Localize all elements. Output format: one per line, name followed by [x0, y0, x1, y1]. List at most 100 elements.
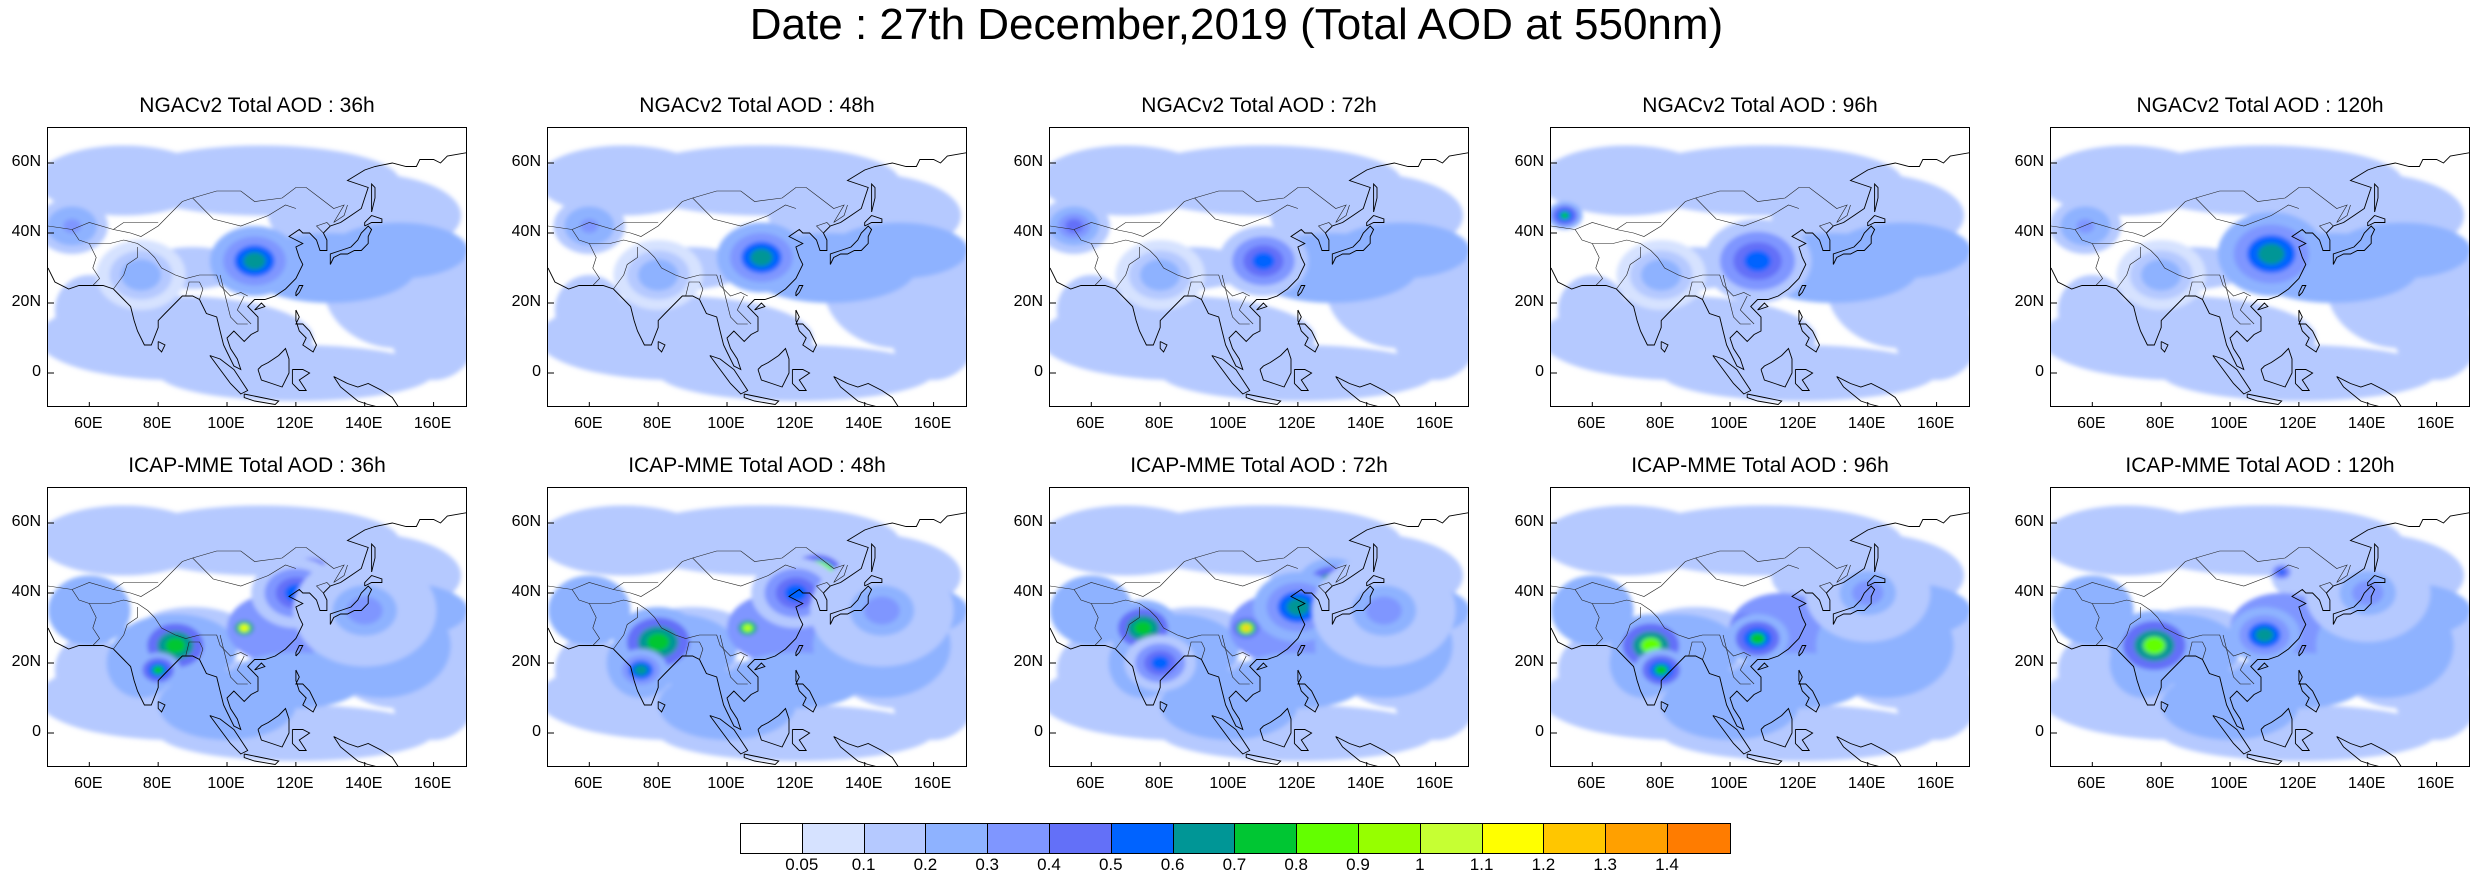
colorbar-label: 0.9 — [1346, 855, 1370, 874]
country-borders — [548, 187, 848, 325]
x-tick-label: 80E — [142, 415, 172, 432]
y-tick-label: 0 — [2035, 723, 2044, 740]
aod-background — [1050, 505, 1212, 576]
aod-background — [2051, 145, 2213, 216]
x-tick-label: 120E — [276, 775, 314, 792]
colorbar-swatch — [1667, 824, 1730, 853]
aod-background — [1557, 635, 1627, 705]
colorbar-label: 0.6 — [1160, 855, 1185, 874]
y-tick-label: 40N — [2014, 223, 2044, 240]
aod-hotspot — [1852, 580, 1884, 606]
colorbar-swatch — [1049, 824, 1112, 853]
aod-background — [2057, 275, 2127, 345]
x-tick-label: 60E — [74, 775, 103, 792]
y-tick-label: 40N — [1013, 223, 1043, 240]
colorbar-swatch — [864, 824, 927, 853]
x-tick-label: 100E — [2210, 415, 2248, 432]
x-tick-label: 120E — [776, 415, 814, 432]
x-tick-label: 140E — [1347, 415, 1385, 432]
aod-background — [2395, 296, 2469, 380]
x-tick-label: 140E — [1848, 415, 1886, 432]
y-tick-label: 20N — [2014, 293, 2044, 310]
y-tick-label: 60N — [11, 513, 41, 530]
panel-title: NGACv2 Total AOD : 96h — [1642, 94, 1878, 117]
y-tick-label: 0 — [1034, 723, 1043, 740]
panel-title: ICAP-MME Total AOD : 48h — [628, 454, 886, 477]
aod-background — [1833, 222, 1969, 279]
y-tick-label: 40N — [11, 223, 41, 240]
panel-title: ICAP-MME Total AOD : 96h — [1631, 454, 1889, 477]
x-tick-label: 120E — [2279, 775, 2317, 792]
aod-background — [1557, 275, 1627, 345]
map-panel — [1049, 487, 1469, 767]
aod-background — [330, 222, 466, 279]
y-tick-label: 20N — [1013, 293, 1043, 310]
colorbar-swatch — [1297, 824, 1359, 853]
aod-background — [554, 635, 624, 705]
aod-background — [1160, 345, 1436, 401]
colorbar-label: 0.8 — [1284, 855, 1308, 874]
coastline — [1050, 512, 1468, 766]
y-tick-label: 0 — [532, 723, 541, 740]
country-borders — [1050, 187, 1350, 325]
y-tick-label: 40N — [11, 583, 41, 600]
y-tick-label: 60N — [1013, 153, 1043, 170]
x-tick-label: 60E — [2077, 775, 2106, 792]
aod-field-map — [1050, 505, 1468, 766]
aod-hotspot — [2352, 580, 2384, 606]
aod-background — [158, 345, 434, 401]
x-tick-label: 140E — [845, 775, 883, 792]
coastline — [48, 152, 466, 406]
panel-title: NGACv2 Total AOD : 72h — [1141, 94, 1377, 117]
x-tick-label: 160E — [913, 415, 952, 432]
map-panel — [2050, 487, 2470, 767]
coastline — [1050, 152, 1468, 406]
country-borders — [2051, 187, 2351, 325]
colorbar-swatch — [1544, 824, 1607, 853]
aod-background — [1050, 145, 1212, 216]
x-tick-label: 140E — [845, 415, 883, 432]
aod-hotspot — [646, 266, 670, 284]
x-tick-label: 100E — [1710, 775, 1748, 792]
map-panel — [47, 127, 467, 407]
aod-hotspot — [1649, 266, 1673, 284]
x-tick-label: 100E — [207, 775, 245, 792]
aod-field-map — [2051, 505, 2469, 766]
aod-background — [1056, 635, 1126, 705]
aod-hotspot — [1749, 632, 1766, 645]
x-tick-label: 80E — [2145, 775, 2175, 792]
coastline — [548, 512, 966, 766]
colorbar-label: 0.2 — [913, 855, 938, 874]
colorbar-label: 0.4 — [1037, 855, 1061, 874]
aod-hotspot — [744, 625, 752, 631]
map-panel — [1049, 127, 1469, 407]
x-tick-label: 100E — [707, 415, 745, 432]
coastline — [548, 152, 966, 406]
map-panel — [2050, 127, 2470, 407]
x-tick-label: 60E — [1577, 415, 1606, 432]
y-tick-label: 20N — [511, 293, 541, 310]
country-borders — [48, 187, 348, 325]
x-tick-label: 120E — [1278, 415, 1316, 432]
country-borders — [2051, 547, 2351, 685]
map-panel — [1550, 487, 1970, 767]
aod-hotspot — [1148, 266, 1172, 284]
x-tick-label: 80E — [642, 775, 672, 792]
aod-hotspot — [2278, 569, 2286, 575]
aod-background — [48, 145, 210, 216]
x-tick-label: 60E — [1577, 775, 1606, 792]
colorbar-label: 1 — [1415, 855, 1425, 874]
x-tick-label: 120E — [1278, 775, 1316, 792]
x-tick-label: 80E — [1645, 415, 1675, 432]
x-tick-label: 100E — [1209, 775, 1247, 792]
y-tick-label: 20N — [1514, 653, 1544, 670]
map-panel — [47, 487, 467, 767]
y-tick-label: 60N — [2014, 513, 2044, 530]
aod-hotspot — [243, 252, 266, 270]
x-tick-label: 160E — [913, 775, 952, 792]
aod-field-map — [48, 505, 466, 766]
map-panel — [547, 127, 967, 407]
aod-background — [54, 635, 124, 705]
coastline — [2051, 152, 2469, 406]
colorbar — [740, 823, 1731, 854]
